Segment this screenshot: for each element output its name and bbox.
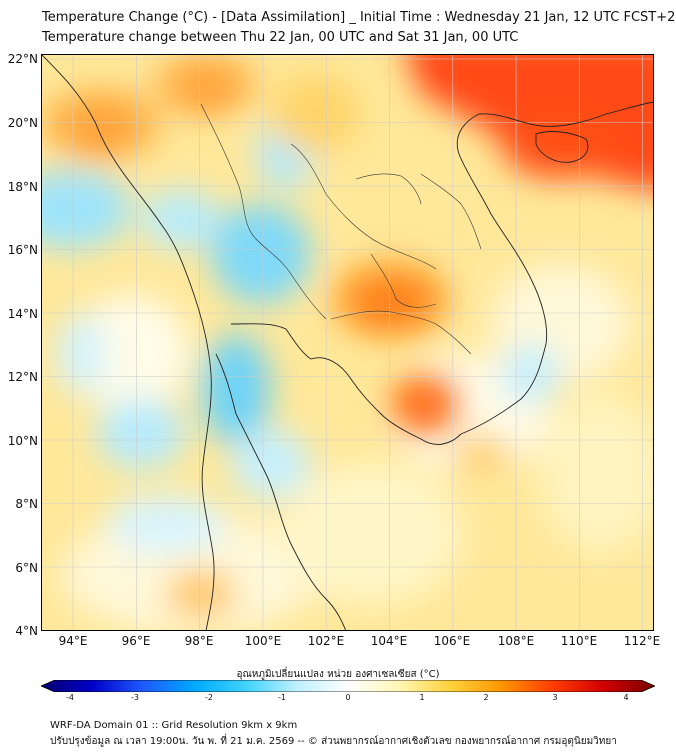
colorbar-tick-label: 4 xyxy=(623,693,629,702)
footer-model-info: WRF-DA Domain 01 :: Grid Resolution 9km … xyxy=(50,720,298,731)
lat-tick-label: 20°N xyxy=(7,116,38,130)
lon-tick-label: 104°E xyxy=(370,634,408,648)
lat-tick-label: 4°N xyxy=(15,624,38,638)
lat-tick-label: 18°N xyxy=(7,180,38,194)
chart-title: Temperature Change (°C) - [Data Assimila… xyxy=(42,10,676,25)
lon-tick-label: 108°E xyxy=(497,634,535,648)
lat-tick-label: 12°N xyxy=(7,370,38,384)
lon-tick-label: 96°E xyxy=(121,634,151,648)
lon-tick-label: 112°E xyxy=(623,634,661,648)
map-frame xyxy=(41,54,654,631)
lon-tick-label: 94°E xyxy=(58,634,88,648)
colorbar-tick-label: 1 xyxy=(419,693,425,702)
footer-update-info: ปรับปรุงข้อมูล ณ เวลา 19:00น. วัน พ. ที่… xyxy=(50,736,617,747)
chart-subtitle: Temperature change between Thu 22 Jan, 0… xyxy=(42,30,519,45)
colorbar-tick-label: -3 xyxy=(131,693,139,702)
lon-tick-label: 100°E xyxy=(244,634,282,648)
lon-tick-label: 106°E xyxy=(433,634,471,648)
lat-tick-label: 14°N xyxy=(7,307,38,321)
lon-tick-label: 110°E xyxy=(560,634,598,648)
lat-tick-label: 10°N xyxy=(7,434,38,448)
colorbar-tick-label: 2 xyxy=(483,693,489,702)
temperature-change-map xyxy=(41,54,654,631)
hot-region-south-china xyxy=(407,54,654,190)
colorbar-label: อุณหภูมิเปลี่ยนแปลง หน่วย องศาเซลเซียส (… xyxy=(236,669,440,680)
lon-tick-label: 98°E xyxy=(184,634,214,648)
colorbar xyxy=(41,680,655,692)
lon-tick-label: 102°E xyxy=(307,634,345,648)
colorbar-gradient xyxy=(41,680,655,692)
colorbar-tick-label: -4 xyxy=(66,693,74,702)
lat-tick-label: 22°N xyxy=(7,52,38,66)
lat-tick-label: 16°N xyxy=(7,243,38,257)
colorbar-tick-label: 3 xyxy=(552,693,558,702)
country-borders xyxy=(200,103,482,355)
colorbar-tick-label: -2 xyxy=(205,693,213,702)
coastlines xyxy=(41,54,654,631)
colorbar-tick-label: -1 xyxy=(278,693,286,702)
colorbar-tick-label: 0 xyxy=(345,693,351,702)
lat-tick-label: 8°N xyxy=(15,497,38,511)
lat-tick-label: 6°N xyxy=(15,561,38,575)
